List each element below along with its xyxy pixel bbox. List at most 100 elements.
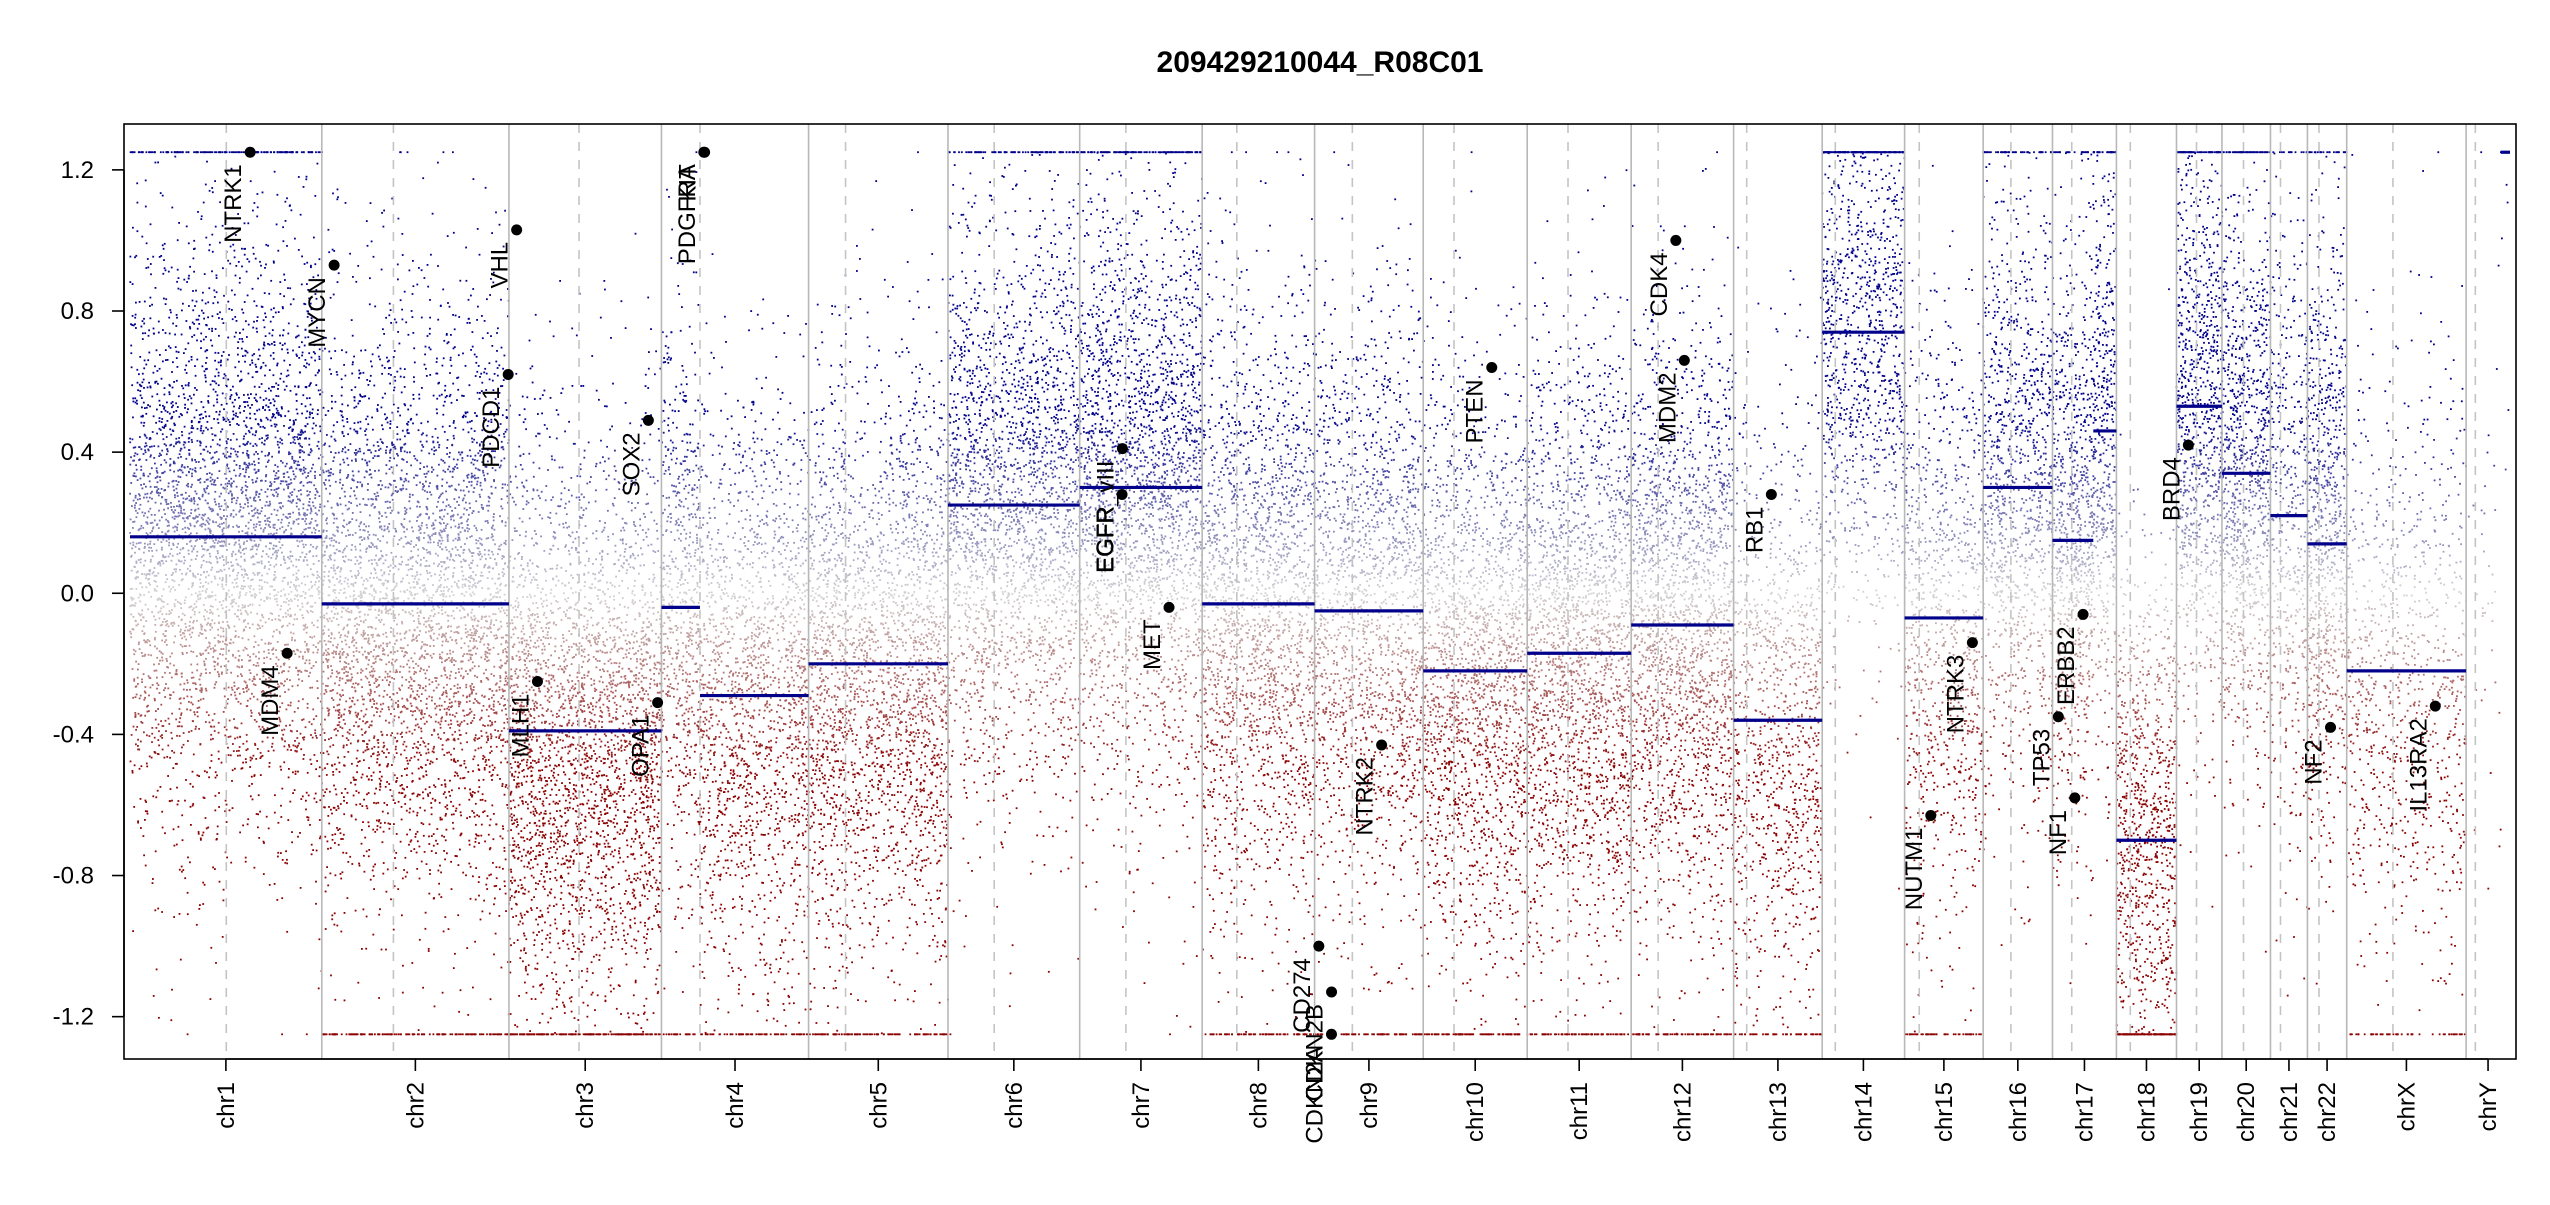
probe-point — [217, 640, 219, 642]
probe-point — [267, 245, 269, 247]
probe-point — [185, 348, 187, 350]
probe-point — [181, 726, 183, 728]
probe-point — [205, 542, 207, 544]
probe-point — [290, 555, 292, 557]
probe-point — [286, 709, 288, 711]
probe-point — [239, 282, 241, 284]
probe-point — [303, 151, 305, 153]
probe-point — [187, 384, 189, 386]
probe-point — [249, 497, 251, 499]
probe-point — [263, 362, 265, 364]
probe-point — [253, 461, 255, 463]
probe-point — [215, 795, 217, 797]
probe-point — [144, 715, 146, 717]
probe-point — [158, 455, 160, 457]
probe-point — [271, 425, 273, 427]
probe-point — [152, 151, 154, 153]
probe-point — [459, 701, 461, 703]
probe-point — [137, 499, 139, 501]
probe-point — [134, 764, 136, 766]
probe-point — [394, 643, 396, 645]
probe-point — [222, 151, 224, 153]
probe-point — [248, 513, 250, 515]
probe-point — [298, 385, 300, 387]
probe-point — [216, 461, 218, 463]
probe-point — [302, 507, 304, 509]
probe-point — [210, 446, 212, 448]
probe-point — [229, 575, 231, 577]
probe-point — [178, 625, 180, 627]
probe-point — [311, 595, 313, 597]
probe-point — [258, 562, 260, 564]
probe-point — [297, 599, 299, 601]
probe-point — [294, 462, 296, 464]
probe-point — [144, 819, 146, 821]
probe-point — [193, 620, 195, 622]
probe-point — [146, 459, 148, 461]
probe-point — [431, 525, 433, 527]
probe-point — [292, 555, 294, 557]
probe-point — [130, 761, 132, 763]
probe-point — [176, 314, 178, 316]
probe-point — [248, 528, 250, 530]
probe-point — [397, 439, 399, 441]
probe-point — [158, 753, 160, 755]
probe-point — [239, 467, 241, 469]
probe-point — [193, 547, 195, 549]
probe-point — [200, 582, 202, 584]
probe-point — [242, 637, 244, 639]
probe-point — [319, 506, 321, 508]
probe-point — [199, 414, 201, 416]
probe-point — [445, 640, 447, 642]
probe-point — [251, 693, 253, 695]
probe-point — [171, 548, 173, 550]
probe-point — [502, 649, 504, 651]
probe-point — [291, 831, 293, 833]
probe-point — [200, 347, 202, 349]
probe-point — [344, 912, 346, 914]
probe-point — [162, 560, 164, 562]
probe-point — [228, 626, 230, 628]
probe-point — [218, 792, 220, 794]
probe-point — [305, 523, 307, 525]
probe-point — [269, 503, 271, 505]
probe-point — [245, 682, 247, 684]
probe-point — [314, 497, 316, 499]
probe-point — [144, 654, 146, 656]
probe-point — [162, 405, 164, 407]
probe-point — [192, 651, 194, 653]
probe-point — [177, 269, 179, 271]
probe-point — [133, 649, 135, 651]
probe-point — [401, 723, 403, 725]
probe-point — [301, 614, 303, 616]
probe-point — [191, 551, 193, 553]
probe-point — [413, 581, 415, 583]
probe-point — [241, 379, 243, 381]
probe-point — [172, 511, 174, 513]
probe-point — [189, 433, 191, 435]
probe-point — [469, 585, 471, 587]
probe-point — [429, 374, 431, 376]
probe-point — [200, 654, 202, 656]
probe-point — [310, 581, 312, 583]
probe-point — [220, 361, 222, 363]
probe-point — [255, 526, 257, 528]
probe-point — [160, 454, 162, 456]
probe-point — [253, 509, 255, 511]
probe-point — [305, 624, 307, 626]
probe-point — [277, 410, 279, 412]
probe-point — [217, 562, 219, 564]
probe-point — [444, 462, 446, 464]
probe-point — [245, 495, 247, 497]
probe-point — [174, 531, 176, 533]
probe-point — [137, 745, 139, 747]
probe-point — [275, 564, 277, 566]
probe-point — [248, 457, 250, 459]
probe-point — [217, 477, 219, 479]
probe-point — [246, 271, 248, 273]
probe-point — [488, 874, 490, 876]
probe-point — [162, 195, 164, 197]
probe-point — [318, 441, 320, 443]
probe-point — [145, 800, 147, 802]
probe-point — [217, 394, 219, 396]
